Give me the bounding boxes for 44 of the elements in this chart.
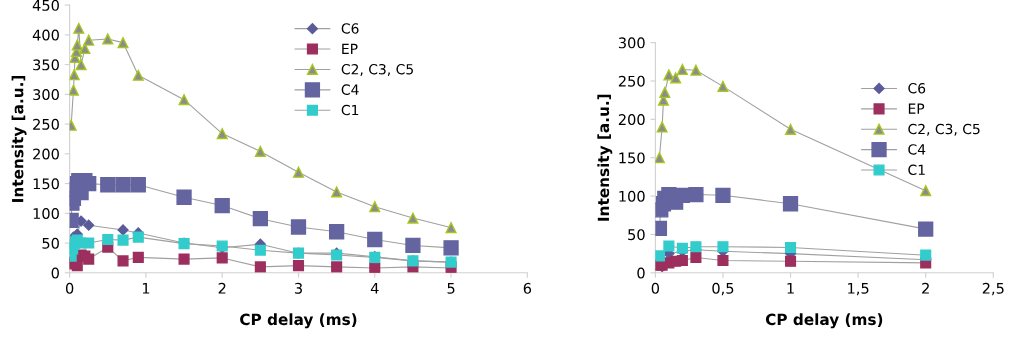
y-tick-label: 200 [618,114,645,126]
y-tick-label: 150 [33,178,59,190]
x-tick-label: 0,5 [712,282,734,296]
x-tick-label: 1 [787,282,794,294]
legend-label: C1 [908,164,925,176]
y-tick-label: 50 [42,237,59,249]
x-tick-label: 6 [523,282,532,294]
y-axis-title: Intensity [a.u.] [597,94,613,221]
y-axis-title: Intensity [a.u.] [11,75,27,202]
y-tick-label: 250 [33,118,59,130]
x-tick-label: 1,5 [848,282,869,296]
x-tick-label: 1 [142,282,150,294]
x-tick-label: 5 [447,282,455,294]
x-axis-title: CP delay (ms) [240,313,357,329]
y-tick-label: 0 [51,267,59,279]
legend-label: C4 [908,144,926,155]
x-tick-label: 4 [370,282,379,294]
y-tick-label: 200 [33,148,59,160]
y-tick-label: 100 [33,208,59,220]
legend-label: EP [908,103,925,114]
x-tick-label: 0 [65,282,74,294]
y-tick-label: 100 [619,190,645,202]
legend-label: C1 [341,104,359,116]
legend-label: EP [342,43,358,54]
x-tick-label: 3 [294,282,302,294]
legend-label: C2, C3, C5 [341,63,413,76]
y-tick-label: 350 [33,59,59,71]
legend-label: C6 [908,82,926,94]
y-tick-label: 0 [637,267,645,279]
x-axis-title: CP delay (ms) [765,313,883,329]
x-tick-label: 2,5 [982,282,1004,296]
y-tick-label: 450 [32,0,59,11]
x-tick-label: 0 [651,282,660,294]
y-tick-label: 400 [32,29,59,41]
legend-label: C2, C3, C5 [908,123,980,136]
x-tick-label: 2 [218,282,226,294]
x-tick-label: 2 [922,282,929,294]
y-tick-label: 150 [619,152,645,164]
y-tick-label: 300 [33,89,59,101]
legend-label: C6 [341,23,359,34]
y-tick-label: 250 [618,75,645,87]
legend-label: C4 [341,84,359,95]
y-tick-label: 300 [618,37,645,49]
y-tick-label: 50 [628,229,645,241]
